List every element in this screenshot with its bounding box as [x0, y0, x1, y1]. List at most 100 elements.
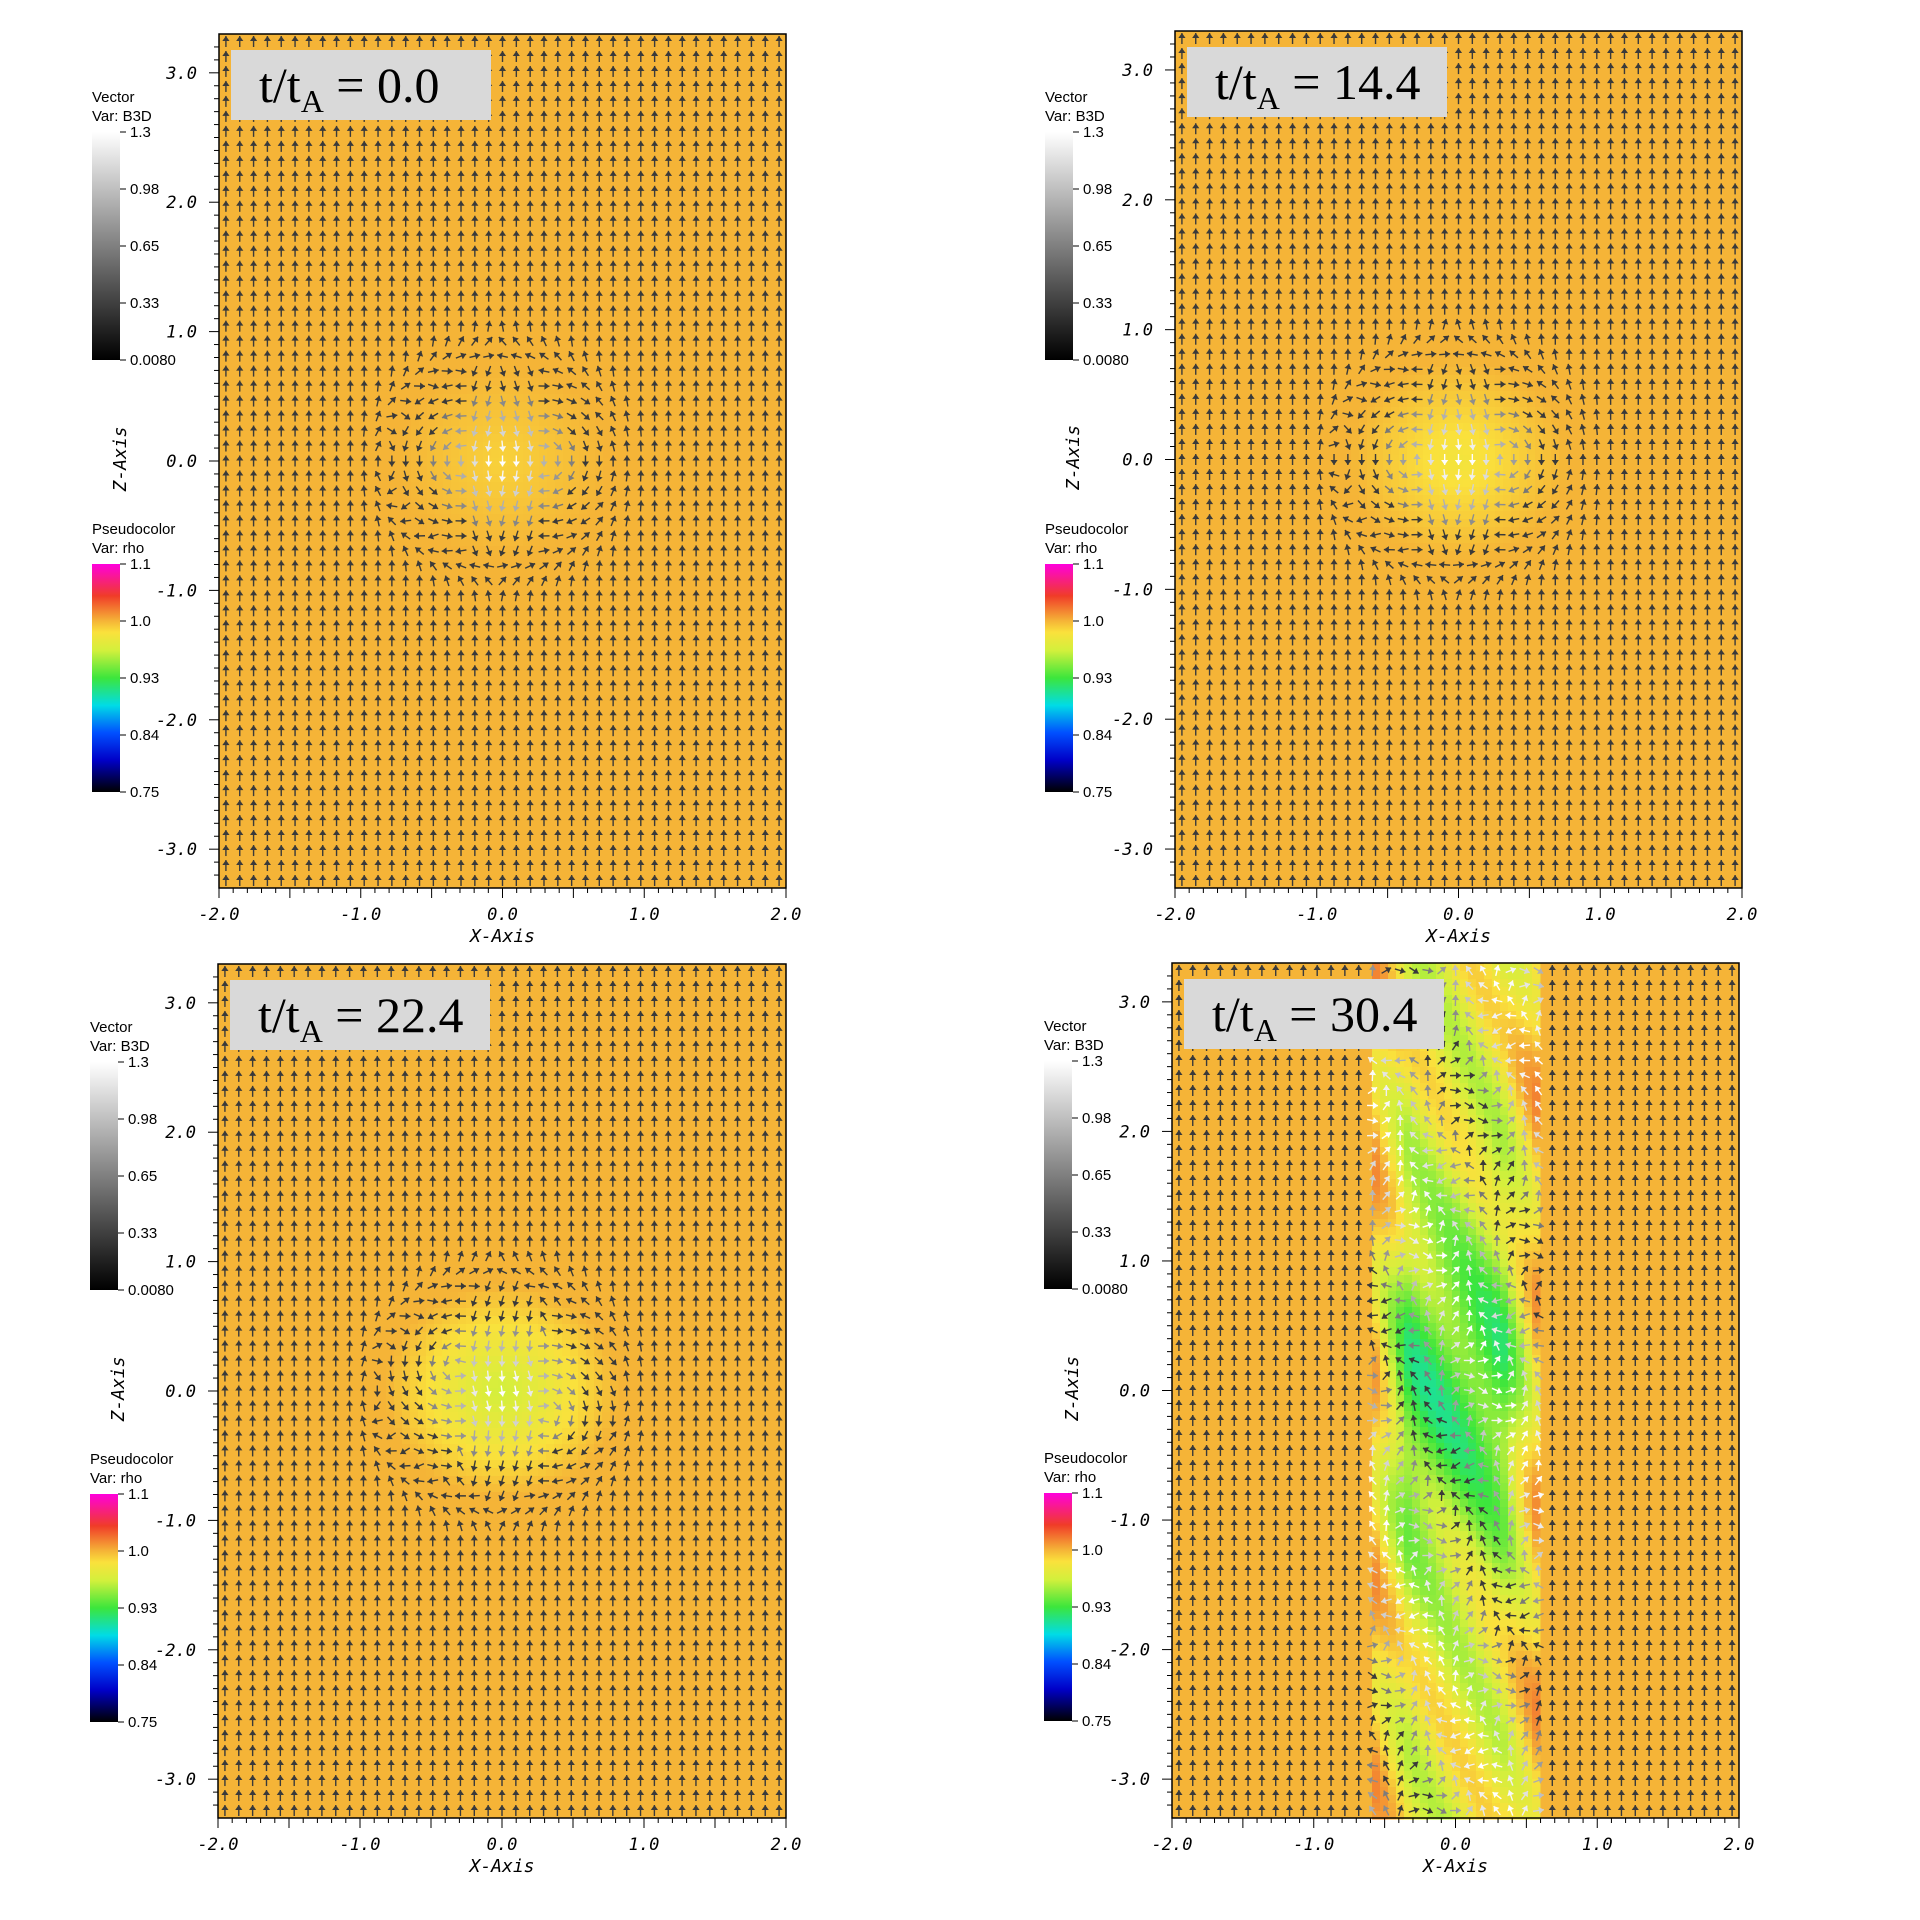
density-cell [587, 506, 596, 515]
vector-arrow-head [540, 830, 548, 836]
density-cell [587, 498, 596, 507]
vector-arrow-head [263, 680, 272, 686]
density-cell [523, 466, 532, 475]
vector-arrow-head [595, 770, 603, 776]
density-cell [427, 402, 436, 411]
vector-arrow-head [443, 845, 451, 851]
vector-arrow-head [678, 800, 686, 806]
density-cell [531, 498, 540, 507]
vector-arrow-head [540, 875, 548, 881]
density-cell [547, 530, 556, 539]
vector-arrow-head [568, 710, 576, 716]
density-cell [467, 490, 476, 499]
vector-arrow-head [374, 665, 382, 671]
vector-arrow-head [346, 740, 354, 746]
density-cell [491, 506, 500, 515]
density-cell [443, 378, 452, 387]
density-cell [579, 442, 588, 451]
vector-arrow-head [512, 815, 520, 821]
vector-arrow-head [623, 665, 631, 671]
vector-arrow-head [374, 845, 382, 851]
vector-arrow-head [360, 875, 368, 881]
vector-arrow-head [637, 665, 645, 671]
vector-arrow-head [236, 800, 244, 806]
vector-arrow-head [637, 800, 645, 806]
density-cell [563, 482, 572, 491]
vector-arrow-head [388, 620, 396, 626]
density-cell [491, 538, 500, 547]
vector-arrow-head [581, 875, 590, 881]
density-cell [507, 386, 516, 395]
density-cell [467, 442, 476, 451]
vector-arrow-head [249, 710, 258, 716]
density-cell [435, 522, 444, 531]
vector-arrow-head [457, 740, 465, 746]
vector-arrow-head [678, 770, 686, 776]
density-cell [459, 378, 468, 387]
vector-arrow-head [222, 665, 230, 671]
vector-arrow-head [651, 755, 659, 761]
vector-arrow-head [457, 845, 465, 851]
vector-arrow-head [291, 680, 299, 686]
density-cell [491, 434, 500, 443]
vector-arrow-head [526, 665, 534, 671]
density-cell [483, 506, 492, 515]
density-cell [435, 482, 444, 491]
density-cell [603, 442, 612, 451]
vector-arrow-head [609, 650, 617, 656]
density-cell [443, 418, 452, 427]
density-cell [571, 458, 580, 467]
vector-arrow-head [346, 830, 354, 836]
vector-arrow-head [277, 755, 285, 761]
vector-arrow-head [305, 830, 313, 836]
vector-arrow-head [360, 650, 368, 656]
vector-arrow-head [305, 680, 313, 686]
vector-arrow-head [706, 665, 714, 671]
vector-arrow-head [443, 875, 451, 881]
vector-arrow-head [305, 650, 313, 656]
vector-arrow-head [415, 830, 424, 836]
vector-arrow-head [664, 710, 673, 716]
density-cell [459, 466, 468, 475]
density-cell [515, 434, 524, 443]
density-cell [475, 426, 484, 435]
vector-arrow-head [720, 710, 728, 716]
density-cell [467, 514, 476, 523]
vector-arrow-head [706, 815, 714, 821]
vector-arrow-head [402, 650, 410, 656]
vector-arrow-head [277, 710, 285, 716]
vector-arrow-head [623, 695, 631, 701]
density-cell [483, 426, 492, 435]
density-cell [579, 498, 588, 507]
vector-arrow-head [222, 635, 230, 641]
density-cell [531, 546, 540, 555]
vector-arrow-head [457, 725, 465, 731]
density-cell [427, 450, 436, 459]
vector-arrow-head [581, 830, 590, 836]
density-cell [475, 530, 484, 539]
density-cell [451, 410, 460, 419]
density-cell [579, 426, 588, 435]
vector-arrow-head [554, 770, 562, 776]
vector-arrow-head [540, 860, 548, 866]
vector-arrow-head [429, 695, 437, 701]
density-cell [491, 362, 500, 371]
vector-arrow-head [249, 815, 258, 821]
density-cell [531, 418, 540, 427]
density-cell [523, 514, 532, 523]
density-cell [507, 482, 516, 491]
vector-arrow-head [236, 860, 244, 866]
vector-arrow-head [775, 830, 783, 836]
vector-arrow-head [581, 695, 590, 701]
density-cell [395, 450, 404, 459]
vector-arrow-head [568, 740, 576, 746]
vector-arrow-head [485, 710, 493, 716]
vector-arrow-head [429, 830, 437, 836]
vector-arrow-head [236, 755, 244, 761]
vector-arrow-head [678, 830, 686, 836]
density-cell [539, 386, 548, 395]
vector-arrow-head [332, 815, 341, 821]
vector-arrow-head [415, 620, 424, 626]
density-cell [515, 490, 524, 499]
